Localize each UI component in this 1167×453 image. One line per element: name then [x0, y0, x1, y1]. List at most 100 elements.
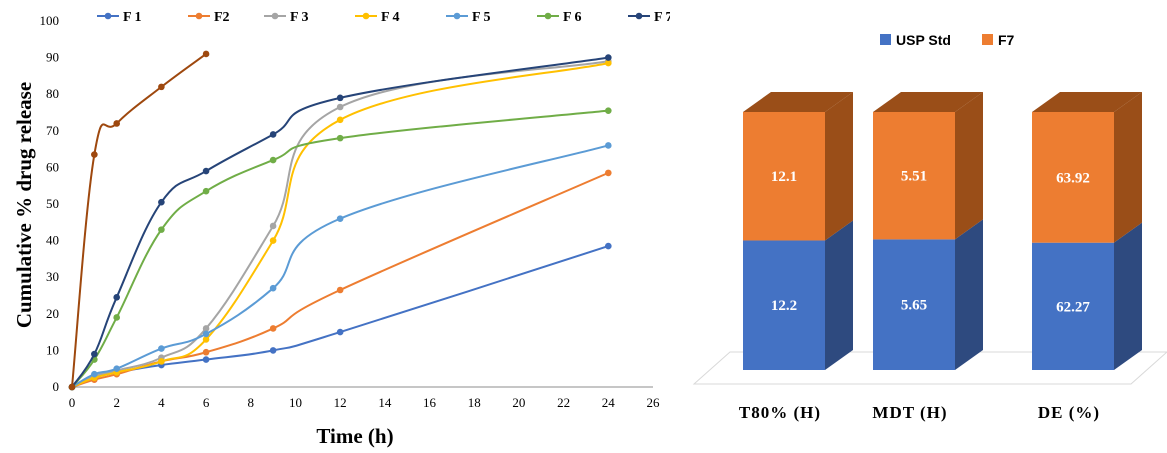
y-tick-label: 30: [46, 269, 59, 284]
bar-value-label: 12.1: [771, 169, 797, 185]
data-point: [336, 286, 344, 294]
bar-stack-de: 62.27 63.92: [1032, 92, 1142, 370]
line-chart-plot-area: [68, 50, 653, 391]
x-tick-label: 16: [423, 395, 437, 410]
legend-swatch: [982, 34, 993, 45]
bar-front-face: [873, 239, 955, 370]
legend-dot-marker: [104, 12, 112, 20]
bar-front-face: [743, 112, 825, 241]
data-point: [158, 198, 165, 206]
bar-segment-usp-std: 5.65: [873, 219, 983, 370]
data-point: [336, 103, 344, 111]
data-point: [202, 348, 210, 356]
bar-segment-f7: 12.1: [743, 92, 853, 241]
y-tick-label: 60: [46, 159, 59, 174]
data-point: [202, 325, 210, 332]
data-point: [91, 370, 98, 378]
bar-segment-usp-std: 12.2: [743, 220, 853, 370]
series-f-5: [68, 142, 612, 391]
data-point: [158, 226, 165, 233]
data-point: [336, 116, 344, 124]
x-axis-ticks: 0 2 4 6 8 10 12 14 16 18 20 22 24 26: [69, 395, 660, 410]
data-point: [68, 383, 76, 391]
series-f-7: [68, 54, 612, 391]
bar-stack-t80-h: 12.2 12.1: [743, 92, 853, 370]
series-line: [71, 62, 609, 388]
series-f-1: [68, 242, 612, 391]
x-tick-label: 8: [248, 395, 255, 410]
legend-item-f7: F7: [982, 32, 1015, 48]
legend-item-usp-std: USP Std: [880, 32, 951, 48]
y-tick-label: 50: [46, 196, 59, 211]
series-f2: [68, 169, 612, 391]
data-point: [91, 151, 98, 158]
legend-dot-marker: [362, 12, 370, 20]
legend-item-f-5: F 5: [446, 10, 491, 25]
y-axis-title: Cumulative % drug release: [12, 82, 36, 328]
data-point: [91, 350, 98, 358]
bar-segment-usp-std: 62.27: [1032, 222, 1142, 370]
data-point: [202, 336, 210, 343]
x-tick-label: 4: [158, 395, 165, 410]
legend-swatch: [880, 34, 891, 45]
data-point: [336, 134, 344, 142]
data-point: [336, 94, 344, 102]
series-f-3: [68, 57, 612, 391]
legend-label: F7: [998, 32, 1015, 48]
category-label-de: DE (%): [1038, 403, 1100, 422]
bar-front-face: [1032, 112, 1114, 243]
x-tick-label: 14: [378, 395, 392, 410]
bar-side-face: [825, 92, 853, 241]
series-f-7-pm: [68, 50, 210, 391]
legend-item-f-1: F 1: [97, 10, 142, 25]
bar-front-face: [873, 112, 955, 240]
x-tick-label: 2: [113, 395, 120, 410]
legend-dot-marker: [544, 12, 552, 20]
bar-top-face: [873, 92, 983, 112]
data-point: [269, 284, 277, 292]
y-tick-label: 100: [40, 13, 60, 28]
data-point: [202, 356, 210, 363]
data-point: [202, 167, 210, 175]
data-point: [158, 345, 165, 352]
category-label-t80-h: T80% (H): [739, 403, 821, 422]
data-point: [269, 237, 277, 244]
y-axis-ticks: 0 10 20 30 40 50 60 70 80 90 100: [40, 13, 60, 394]
data-point: [269, 222, 277, 230]
legend-item-f2: F2: [188, 10, 230, 25]
bar-chart-legend: USP Std F7: [880, 32, 1015, 48]
data-point: [605, 169, 612, 177]
legend-label: F 3: [290, 10, 309, 25]
data-point: [605, 242, 612, 250]
series-line: [71, 53, 207, 388]
data-point: [336, 328, 344, 336]
series-f-6: [68, 107, 612, 391]
legend-dot-marker: [453, 12, 461, 20]
data-point: [113, 120, 120, 127]
x-tick-label: 0: [69, 395, 76, 410]
bar-segment-f7: 63.92: [1032, 92, 1142, 243]
legend-label: F 6: [563, 10, 582, 25]
bar-side-face: [955, 92, 983, 240]
x-tick-label: 12: [334, 395, 347, 410]
series-line: [71, 245, 609, 388]
data-point: [113, 314, 120, 321]
legend-item-f-4: F 4: [355, 10, 400, 25]
legend-label: F 1: [123, 10, 142, 25]
bar-top-face: [743, 92, 853, 112]
data-point: [605, 142, 612, 149]
series-line: [71, 60, 609, 388]
y-tick-label: 10: [46, 342, 59, 357]
bar-value-label: 5.65: [901, 298, 927, 314]
bar-side-face: [1114, 222, 1142, 370]
bar-side-face: [825, 220, 853, 370]
data-point: [202, 330, 210, 338]
y-tick-label: 40: [46, 233, 59, 248]
bar-side-face: [1114, 92, 1142, 243]
data-point: [269, 131, 277, 138]
x-tick-label: 20: [512, 395, 525, 410]
bar-value-label: 5.51: [901, 169, 927, 185]
series-line: [71, 109, 609, 388]
y-tick-label: 70: [46, 123, 59, 138]
